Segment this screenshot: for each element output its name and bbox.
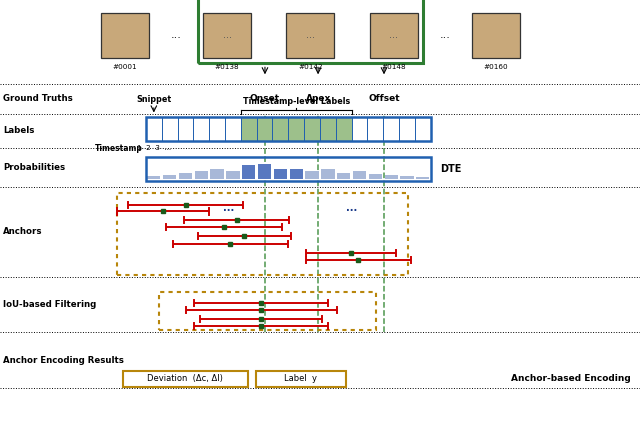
Text: Label  y: Label y bbox=[284, 375, 317, 383]
Bar bbox=[209, 117, 225, 141]
Bar bbox=[146, 157, 431, 181]
Text: Anchors: Anchors bbox=[3, 227, 43, 236]
Bar bbox=[162, 117, 177, 141]
Bar bbox=[320, 117, 336, 141]
Bar bbox=[242, 165, 255, 179]
Text: #0138: #0138 bbox=[215, 64, 239, 70]
Bar bbox=[385, 175, 398, 179]
Text: Timestamp-level Labels: Timestamp-level Labels bbox=[243, 97, 350, 106]
Text: Onset: Onset bbox=[250, 94, 280, 103]
Text: Deviation  (Δc, Δl): Deviation (Δc, Δl) bbox=[147, 375, 223, 383]
Bar bbox=[257, 117, 273, 141]
Bar bbox=[225, 117, 241, 141]
Text: Labels: Labels bbox=[3, 127, 35, 135]
Bar bbox=[337, 173, 350, 179]
Bar bbox=[258, 164, 271, 179]
Bar bbox=[146, 117, 431, 141]
Text: Anchor Encoding Results: Anchor Encoding Results bbox=[3, 356, 124, 365]
Bar bbox=[369, 173, 382, 179]
Bar bbox=[370, 13, 418, 58]
Bar bbox=[101, 13, 148, 58]
Text: ...: ... bbox=[389, 30, 398, 40]
Text: DTE: DTE bbox=[440, 164, 461, 174]
Bar bbox=[241, 117, 257, 141]
Bar bbox=[472, 13, 520, 58]
Bar bbox=[204, 13, 251, 58]
Bar bbox=[305, 171, 319, 179]
Text: Anchor-based Encoding: Anchor-based Encoding bbox=[511, 375, 630, 383]
Bar bbox=[287, 13, 334, 58]
Bar bbox=[195, 171, 208, 179]
Bar bbox=[399, 117, 415, 141]
Text: ...: ... bbox=[171, 30, 181, 40]
Bar bbox=[179, 173, 192, 179]
Bar bbox=[273, 117, 288, 141]
Text: Apex: Apex bbox=[305, 94, 331, 103]
Text: Ground Truths: Ground Truths bbox=[3, 94, 73, 103]
Bar bbox=[159, 292, 376, 330]
Bar bbox=[227, 172, 239, 179]
Bar bbox=[193, 117, 209, 141]
Bar bbox=[353, 172, 366, 179]
Text: Timestamp: Timestamp bbox=[95, 144, 143, 153]
Bar bbox=[401, 175, 413, 179]
Bar bbox=[211, 169, 224, 179]
Bar bbox=[177, 117, 193, 141]
Text: 1  2  3  ...: 1 2 3 ... bbox=[137, 145, 171, 151]
Text: #0160: #0160 bbox=[484, 64, 508, 70]
Text: Offset: Offset bbox=[368, 94, 400, 103]
Bar bbox=[117, 193, 408, 275]
Bar bbox=[383, 117, 399, 141]
Bar bbox=[288, 117, 304, 141]
Bar bbox=[416, 177, 429, 179]
Text: ...: ... bbox=[440, 30, 450, 40]
Text: IoU-based Filtering: IoU-based Filtering bbox=[3, 300, 97, 309]
Text: #0148: #0148 bbox=[381, 64, 406, 70]
Bar bbox=[147, 175, 161, 179]
Bar bbox=[351, 117, 367, 141]
Bar bbox=[289, 169, 303, 179]
Bar bbox=[146, 117, 162, 141]
Text: #0001: #0001 bbox=[113, 64, 137, 70]
Bar bbox=[163, 175, 176, 179]
Text: Probabilities: Probabilities bbox=[3, 163, 65, 172]
Bar bbox=[274, 169, 287, 179]
Bar bbox=[415, 117, 431, 141]
Bar bbox=[336, 117, 351, 141]
Bar bbox=[304, 117, 320, 141]
Text: ...: ... bbox=[346, 203, 358, 213]
Text: ...: ... bbox=[223, 30, 232, 40]
Bar bbox=[321, 169, 335, 179]
Bar bbox=[367, 117, 383, 141]
Text: ...: ... bbox=[306, 30, 315, 40]
Text: ...: ... bbox=[223, 203, 235, 213]
FancyBboxPatch shape bbox=[256, 371, 346, 387]
FancyBboxPatch shape bbox=[123, 371, 248, 387]
Text: #0142: #0142 bbox=[298, 64, 323, 70]
Text: Snippet: Snippet bbox=[136, 95, 172, 104]
